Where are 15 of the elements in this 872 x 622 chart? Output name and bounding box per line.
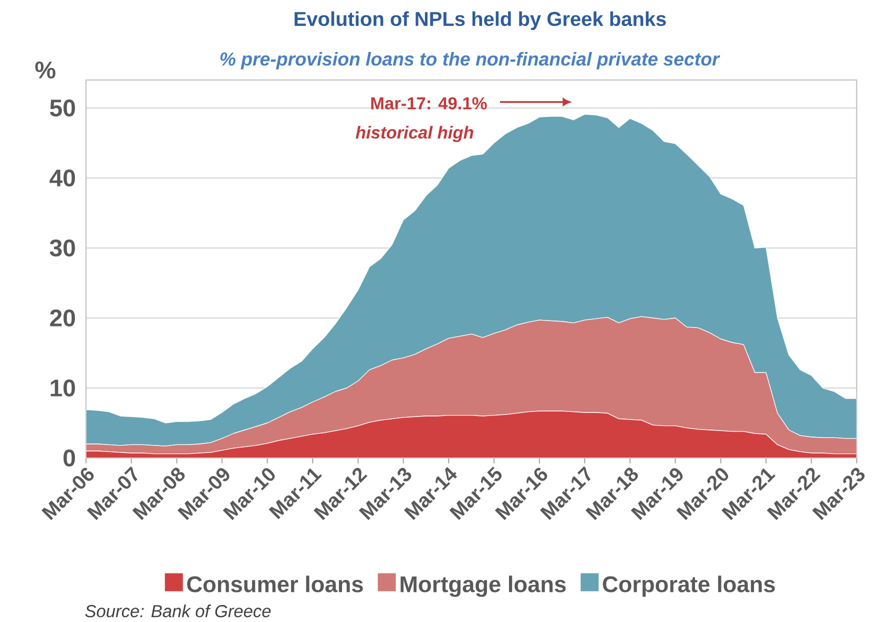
y-axis-title: % [35,62,56,78]
legend-label: Mortgage loans [400,576,566,597]
source-note: Source: Bank of Greece [85,604,271,618]
chart-title: Evolution of NPLs held by Greek banks [294,11,666,30]
chart-subtitle: % pre-provision loans to the non-financial private sector [220,52,720,70]
legend-label: Corporate loans [602,576,775,597]
annotation: Mar-17: 49.1% [371,97,487,110]
y-tick-label: 0 [64,449,75,466]
legend-label: Consumer loans [187,576,363,592]
y-tick-label: 10 [50,379,75,396]
y-tick-label: 50 [50,99,75,116]
y-tick-label: 30 [50,239,75,257]
y-tick-label: 40 [50,169,75,186]
y-tick-label: 20 [50,309,75,326]
annotation: historical high [356,126,474,142]
